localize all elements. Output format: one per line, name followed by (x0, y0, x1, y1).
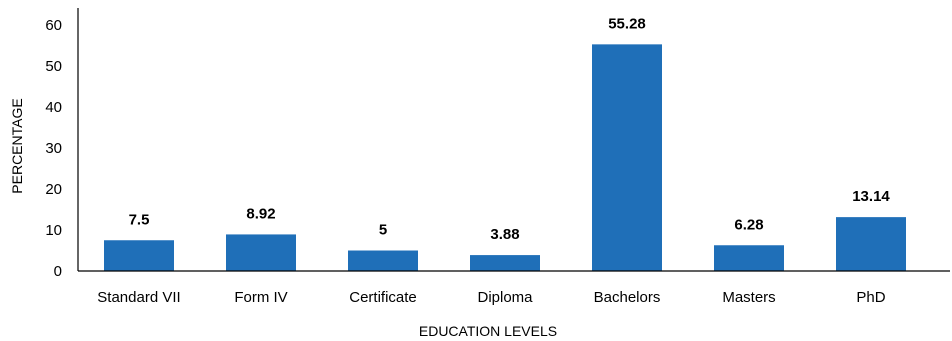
bar-value-label: 8.92 (246, 205, 275, 222)
bar-value-label: 7.5 (129, 211, 150, 228)
x-axis-title: EDUCATION LEVELS (419, 323, 557, 339)
x-axis-labels: Standard VII Form IV Certificate Diploma Bac… (97, 289, 885, 306)
bar-value-label: 5 (379, 222, 387, 239)
bar-value-label: 13.14 (852, 188, 890, 205)
bar (836, 217, 906, 271)
x-tick-label: Standard VII (97, 289, 180, 306)
bar-value-label: 6.28 (734, 216, 763, 233)
y-tick-label: 30 (45, 140, 62, 157)
bar-value-label: 55.28 (608, 15, 646, 32)
bar (592, 44, 662, 271)
bar (348, 250, 418, 271)
y-axis-title: PERCENTAGE (9, 98, 25, 193)
x-tick-label: Bachelors (594, 289, 661, 306)
x-tick-label: Diploma (477, 289, 533, 306)
bar (714, 245, 784, 271)
bars (104, 44, 906, 271)
x-tick-label: Masters (722, 289, 775, 306)
y-tick-label: 50 (45, 58, 62, 75)
bar-value-label: 3.88 (490, 226, 519, 243)
data-labels: 7.5 8.92 5 3.88 55.28 6.28 13.14 (129, 15, 891, 243)
y-tick-label: 10 (45, 222, 62, 239)
y-tick-label: 40 (45, 99, 62, 116)
y-tick-label: 0 (54, 263, 62, 280)
y-axis-ticks: 0 10 20 30 40 50 60 (45, 17, 62, 280)
x-tick-label: PhD (856, 289, 885, 306)
y-tick-label: 20 (45, 181, 62, 198)
y-tick-label: 60 (45, 17, 62, 34)
bar (470, 255, 540, 271)
x-tick-label: Certificate (349, 289, 417, 306)
x-tick-label: Form IV (234, 289, 287, 306)
bar (104, 240, 174, 271)
bar (226, 234, 296, 271)
